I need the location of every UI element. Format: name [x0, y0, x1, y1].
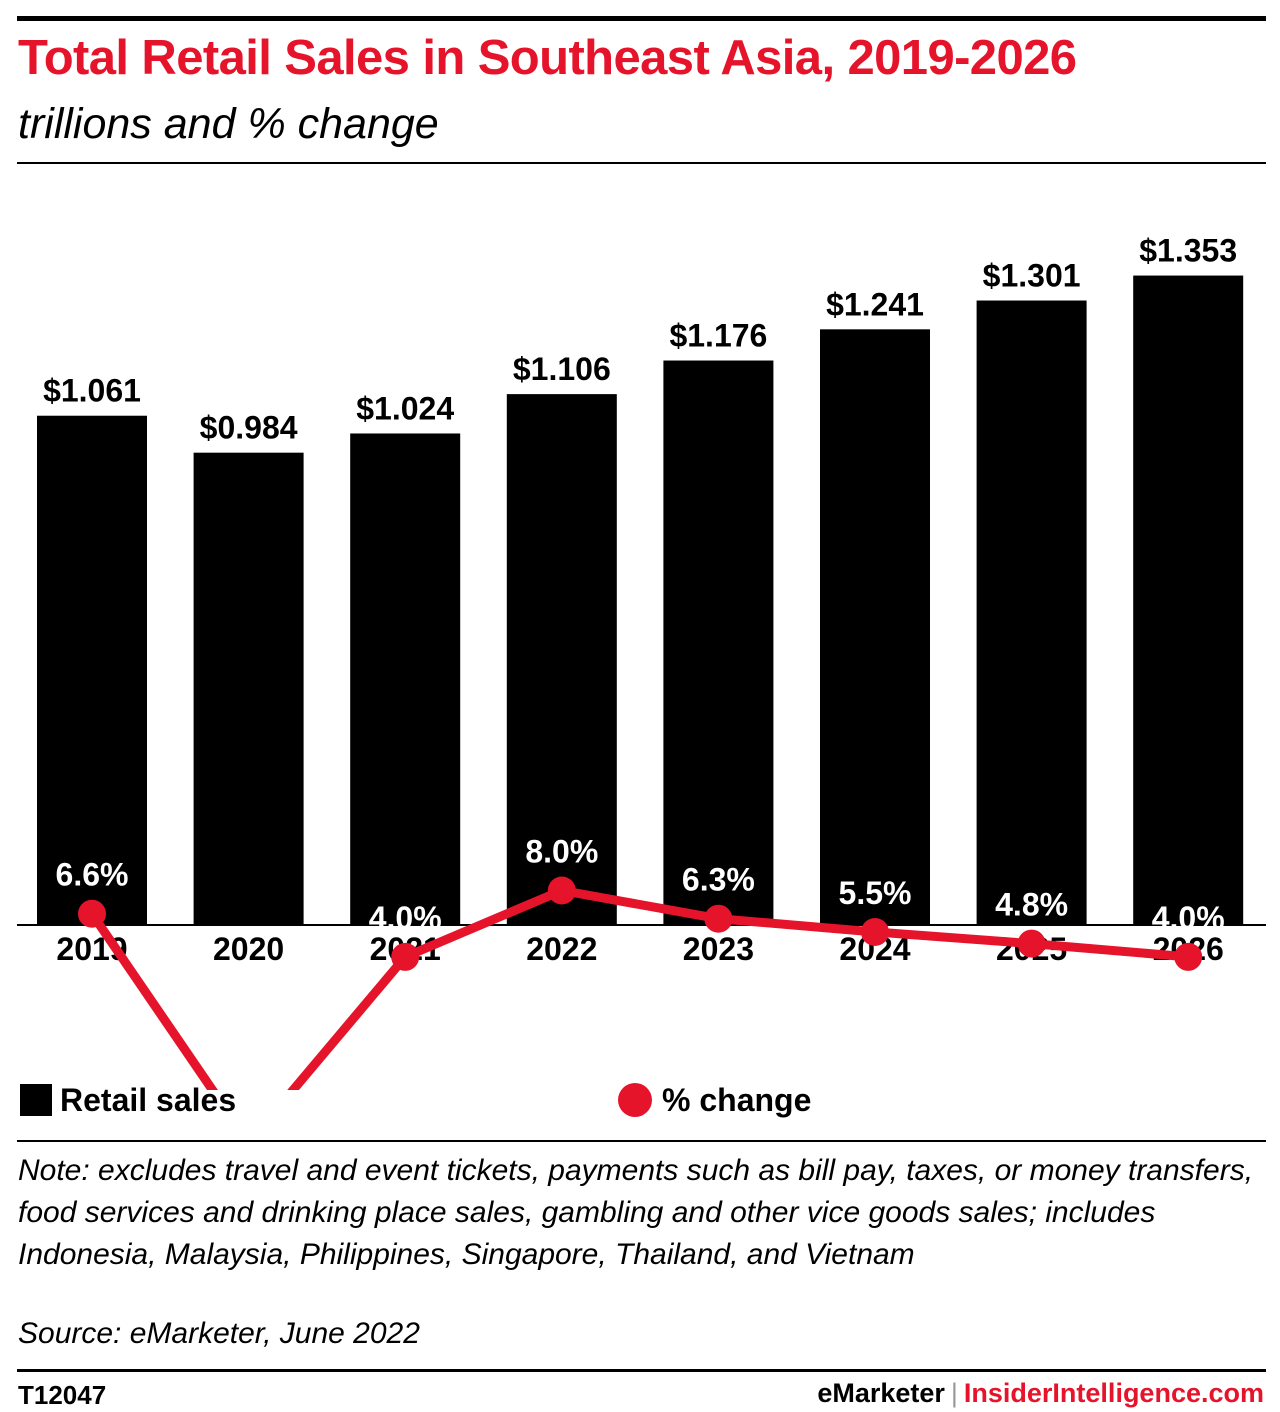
x-tick-2023: 2023	[683, 931, 754, 967]
brand-footer: eMarketer | InsiderIntelligence.com	[817, 1378, 1264, 1409]
bar-2020	[193, 452, 304, 925]
legend-label-retail-sales: Retail sales	[60, 1081, 237, 1118]
bar-label-2023: $1.176	[669, 318, 767, 354]
legend-dot-circle-icon	[618, 1083, 652, 1117]
point-2019	[78, 899, 106, 928]
bar-2022	[506, 394, 617, 925]
bar-2023	[663, 360, 774, 925]
chart-title: Total Retail Sales in Southeast Asia, 20…	[18, 31, 1077, 85]
retail-sales-chart: $1.061 $0.984 $1.024 $1.106 $1.176 $1.241 $1.3…	[17, 233, 1266, 1090]
point-2026	[1174, 942, 1203, 971]
point-2023	[704, 904, 733, 933]
point-label-2025: 4.8%	[995, 887, 1068, 923]
x-tick-2022: 2022	[526, 931, 597, 967]
bar-2019	[37, 415, 147, 925]
point-label-2023: 6.3%	[682, 862, 755, 898]
bar-2021	[350, 433, 461, 925]
chart-id: T12047	[18, 1380, 107, 1410]
bar-2025	[976, 300, 1087, 925]
point-label-2022: 8.0%	[525, 834, 598, 870]
point-label-2026: 4.0%	[1152, 900, 1225, 936]
chart-subtitle: trillions and % change	[18, 100, 439, 148]
bar-label-2019: $1.061	[43, 373, 141, 409]
x-tick-2020: 2020	[213, 931, 284, 967]
legend-swatch-square-icon	[20, 1084, 52, 1116]
bar-2024	[820, 329, 930, 925]
bar-label-2025: $1.301	[983, 258, 1081, 294]
bar-label-2021: $1.024	[356, 390, 454, 426]
point-2021	[391, 942, 420, 971]
top-rule	[17, 16, 1266, 21]
point-label-2019: 6.6%	[56, 857, 129, 893]
point-2025	[1017, 929, 1046, 958]
header-rule	[17, 162, 1266, 164]
brand-insiderintelligence: InsiderIntelligence.com	[963, 1378, 1264, 1408]
bar-series: $1.061 $0.984 $1.024 $1.106 $1.176 $1.241 $1.3…	[37, 233, 1244, 925]
legend-rule	[17, 1140, 1266, 1142]
bar-label-2022: $1.106	[513, 351, 611, 387]
bar-2026	[1133, 275, 1244, 925]
legend-label-percent-change: % change	[662, 1081, 812, 1118]
legend-item-percent-change: % change	[618, 1080, 811, 1120]
bar-label-2020: $0.984	[200, 410, 298, 446]
legend-item-retail-sales: Retail sales	[20, 1080, 236, 1120]
point-2022	[547, 876, 576, 905]
brand-emarketer: eMarketer	[817, 1378, 945, 1408]
chart-source: Source: eMarketer, June 2022	[18, 1317, 420, 1350]
percent-change-line	[88, 886, 1189, 1090]
point-label-2024: 5.5%	[839, 875, 912, 911]
bar-label-2024: $1.241	[826, 286, 924, 322]
percent-change-series: 6.6%-7.2%4.0%8.0%6.3%5.5%4.8%4.0%	[56, 834, 1225, 1090]
footer-rule	[17, 1369, 1266, 1372]
point-label-2021: 4.0%	[369, 900, 442, 936]
chart-note: Note: excludes travel and event tickets,…	[18, 1154, 1254, 1271]
brand-separator: |	[950, 1378, 958, 1408]
point-2024	[861, 918, 889, 946]
bar-label-2026: $1.353	[1139, 233, 1237, 269]
